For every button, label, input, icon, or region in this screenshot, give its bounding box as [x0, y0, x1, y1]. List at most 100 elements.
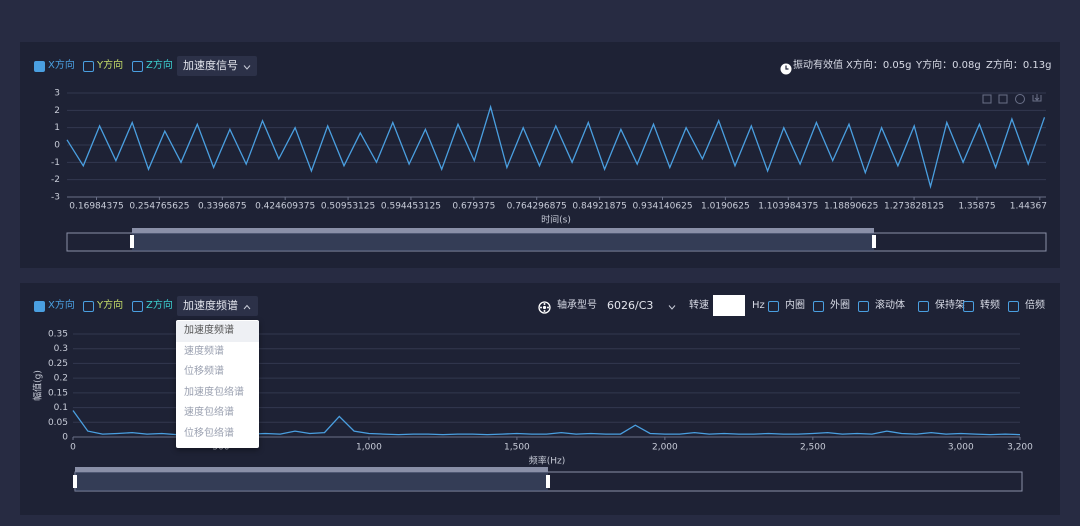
dropdown-option[interactable]: 速度包络谱: [184, 407, 234, 418]
checkbox[interactable]: [1008, 301, 1019, 312]
y-tick-label: 0.1: [54, 403, 68, 413]
speed-input[interactable]: [713, 295, 745, 316]
bearing-label: 轴承型号: [557, 300, 597, 311]
checkbox[interactable]: [132, 301, 143, 312]
x-tick-label: 0.679375: [452, 202, 495, 212]
checkbox[interactable]: [918, 301, 929, 312]
slider-handle[interactable]: [872, 235, 876, 248]
slider-bottom: [73, 467, 1023, 492]
checkbox-label: X方向: [48, 300, 75, 311]
checkbox[interactable]: [83, 301, 94, 312]
checkbox-label: Z方向: [146, 300, 173, 311]
x-tick-label: 3,000: [948, 443, 974, 453]
rms-value: Z方向：0.13g: [986, 60, 1052, 71]
chevron-icon: [668, 302, 676, 310]
dropdown[interactable]: 加速度信号: [177, 56, 257, 76]
dropdown-option[interactable]: 加速度包络谱: [184, 386, 244, 398]
chevron-icon: [243, 62, 251, 70]
checkbox-label: Y方向: [97, 300, 124, 311]
x-tick-label: 0.764296875: [507, 202, 567, 212]
bearing-select[interactable]: 6026/C3: [601, 296, 683, 316]
x-tick-label: 3,200: [1007, 443, 1033, 453]
rms-value: Y方向：0.08g: [916, 60, 981, 71]
chevron-icon: [243, 302, 251, 310]
dropdown-menu: 加速度频谱速度频谱位移频谱加速度包络谱 速度包络谱位移包络谱: [176, 320, 259, 448]
x-tick-label: 1,500: [504, 443, 530, 453]
x-tick-label: 0.594453125: [381, 202, 441, 212]
x-tick-label: 1.0190625: [701, 202, 750, 212]
x-tick-label: 0.84921875: [572, 202, 626, 212]
checkbox[interactable]: [34, 301, 45, 312]
checkbox-label: X方向: [48, 60, 75, 71]
slider-top: [66, 228, 1047, 252]
x-tick-label: 0.254765625: [129, 202, 189, 212]
dropdown-value: 加速度信号: [183, 59, 238, 72]
checkbox[interactable]: [813, 301, 824, 312]
checkbox-label: Z方向: [146, 60, 173, 71]
y-tick-label: 0.3: [54, 344, 68, 354]
slider-handle[interactable]: [546, 475, 550, 488]
checkbox-label: 倍频: [1025, 300, 1045, 311]
dropdown[interactable]: 加速度频谱: [177, 296, 258, 316]
select-value: 6026/C3: [607, 299, 654, 312]
checkbox-label: 保持架: [935, 300, 965, 311]
checkbox[interactable]: [132, 61, 143, 72]
x-tick-label: 0.50953125: [321, 202, 375, 212]
checkbox[interactable]: [963, 301, 974, 312]
x-tick-label: 1.443671875: [1010, 202, 1070, 212]
y-tick-label: -1: [51, 158, 60, 168]
y-tick-label: 3: [54, 89, 60, 99]
y-tick-label: 0.05: [48, 418, 68, 428]
y-tick-label: 0.15: [48, 388, 68, 398]
slider-handle[interactable]: [73, 475, 77, 488]
toolbox: [982, 94, 1042, 104]
rms-value: X方向：0.05g: [846, 60, 912, 71]
x-tick-label: 1.35875: [958, 202, 995, 212]
y-tick-label: 0.25: [48, 359, 68, 369]
x-axis-label: 频率(Hz): [529, 455, 566, 467]
y-tick-label: 2: [54, 106, 60, 116]
checkbox[interactable]: [768, 301, 779, 312]
dropdown-option[interactable]: 位移包络谱: [184, 427, 234, 439]
dropdown-option[interactable]: 位移频谱: [184, 366, 224, 377]
x-tick-label: 0.3396875: [198, 202, 247, 212]
y-axis-label: 幅值(g): [32, 370, 44, 401]
x-tick-label: 1.103984375: [758, 202, 818, 212]
y-tick-label: 0.35: [48, 330, 68, 340]
y-tick-label: 1: [54, 123, 60, 133]
slider-handle[interactable]: [130, 235, 134, 248]
clock-icon: [780, 60, 792, 75]
dropdown-option[interactable]: 速度频谱: [184, 345, 224, 357]
x-tick-label: 0.934140625: [632, 202, 692, 212]
x-tick-label: 0.16984375: [69, 202, 123, 212]
y-tick-label: 0: [54, 141, 60, 151]
x-axis-label: 时间(s): [541, 214, 571, 226]
checkbox[interactable]: [34, 61, 45, 72]
speed-unit: Hz: [752, 300, 765, 311]
dropdown-value: 加速度频谱: [183, 299, 238, 312]
rms-title: 振动有效值: [793, 60, 843, 71]
speed-label: 转速: [689, 300, 709, 311]
x-tick-label: 2,000: [652, 443, 678, 453]
checkbox-label: Y方向: [97, 60, 124, 71]
x-tick-label: 1,000: [356, 443, 382, 453]
x-tick-label: 1.273828125: [884, 202, 944, 212]
checkbox-label: 转频: [980, 300, 1000, 311]
y-tick-label: 0.2: [54, 374, 68, 384]
y-tick-label: -3: [51, 193, 60, 203]
x-tick-label: 0: [70, 443, 76, 453]
x-tick-label: 2,500: [800, 443, 826, 453]
checkbox-label: 外圈: [830, 300, 850, 311]
checkbox[interactable]: [83, 61, 94, 72]
data-line: [66, 104, 1046, 190]
dropdown-option[interactable]: 加速度频谱: [176, 321, 259, 342]
gear-icon: [538, 299, 551, 314]
checkbox-label: 滚动体: [875, 300, 905, 311]
y-tick-label: -2: [51, 175, 60, 185]
checkbox[interactable]: [858, 301, 869, 312]
x-tick-label: 0.424609375: [255, 202, 315, 212]
y-tick-label: 0: [62, 433, 68, 443]
x-tick-label: 1.18890625: [824, 202, 878, 212]
